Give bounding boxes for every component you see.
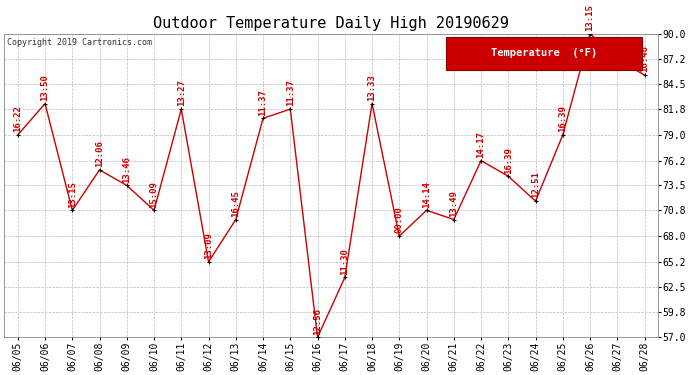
Text: 00:00: 00:00	[395, 207, 404, 233]
Text: 13:09: 13:09	[204, 232, 213, 259]
Title: Outdoor Temperature Daily High 20190629: Outdoor Temperature Daily High 20190629	[153, 16, 509, 31]
Text: 16:46: 16:46	[640, 45, 649, 72]
Text: 13:27: 13:27	[177, 80, 186, 106]
Text: 13:15: 13:15	[586, 4, 595, 31]
Text: 13:50: 13:50	[41, 74, 50, 101]
Text: Copyright 2019 Cartronics.com: Copyright 2019 Cartronics.com	[8, 38, 152, 47]
Text: 11:30: 11:30	[340, 248, 349, 275]
Text: 11:37: 11:37	[286, 80, 295, 106]
Text: 13:33: 13:33	[368, 74, 377, 101]
Text: 12:51: 12:51	[531, 171, 540, 198]
Text: 12:06: 12:06	[95, 140, 104, 167]
Text: Temperature  (°F): Temperature (°F)	[491, 48, 597, 58]
Text: 16:45: 16:45	[231, 190, 240, 217]
Text: 16:39: 16:39	[504, 147, 513, 174]
Text: 12:56: 12:56	[313, 308, 322, 334]
Text: 13:46: 13:46	[122, 156, 131, 183]
Text: 14:14: 14:14	[422, 181, 431, 207]
Text: 13:49: 13:49	[449, 190, 458, 217]
Text: 14:17: 14:17	[477, 131, 486, 158]
Text: 16:22: 16:22	[13, 105, 22, 132]
Text: 11:37: 11:37	[259, 88, 268, 116]
Text: 16:39: 16:39	[558, 105, 567, 132]
Text: 15:09: 15:09	[150, 181, 159, 207]
FancyBboxPatch shape	[446, 37, 642, 70]
Text: 13:15: 13:15	[68, 181, 77, 207]
Text: 10:: 10:	[613, 40, 622, 57]
